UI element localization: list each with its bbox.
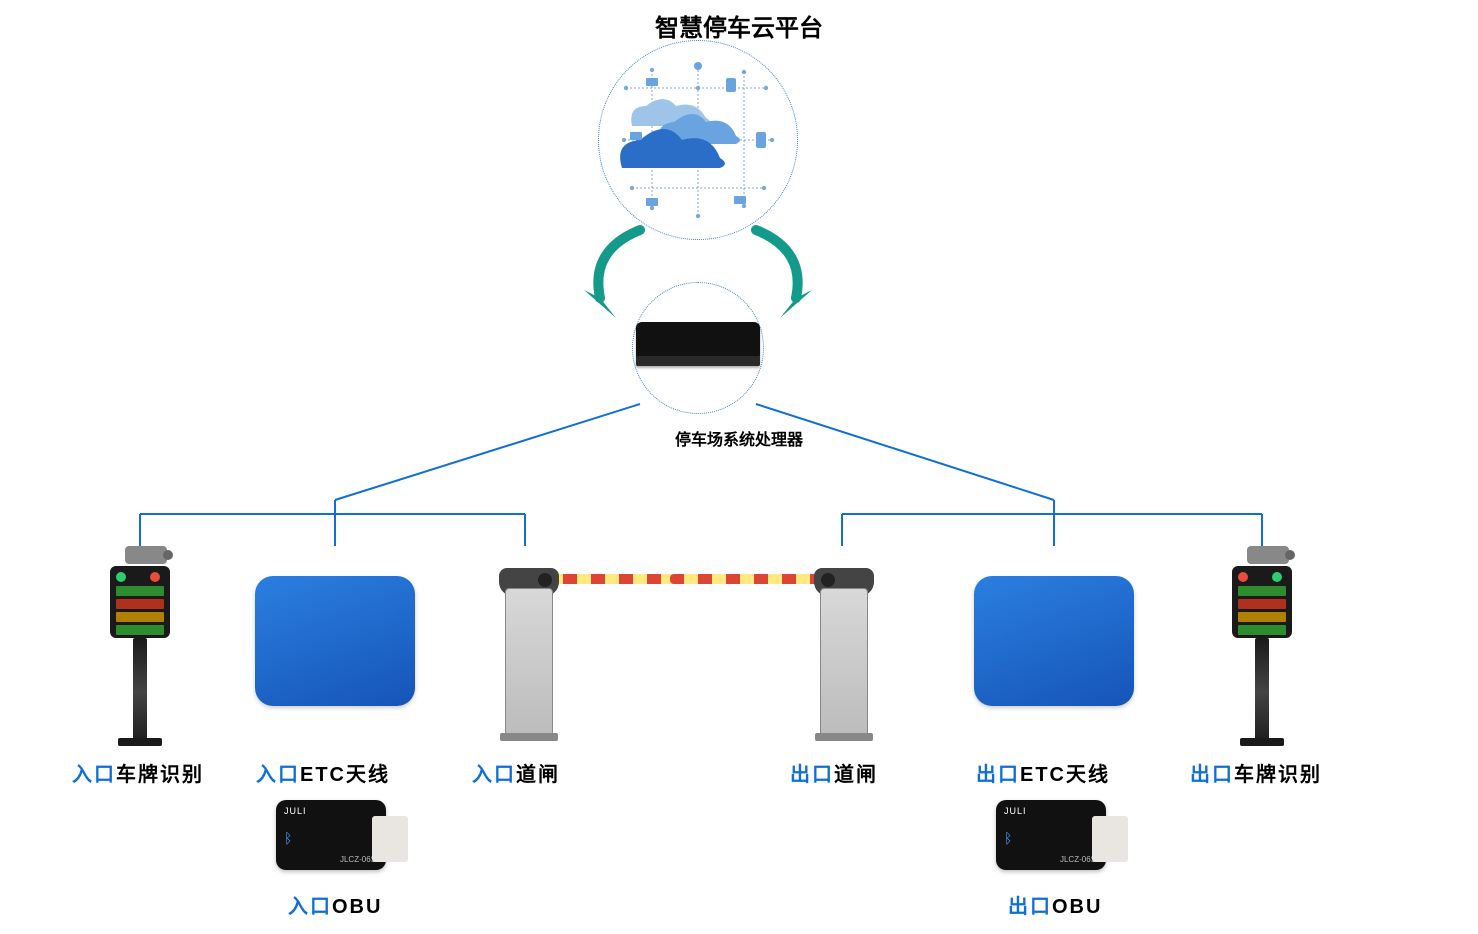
exit-gate-device xyxy=(780,556,900,736)
exit-lpr-label: 出口车牌识别 xyxy=(1190,758,1322,787)
entry-etc-device xyxy=(255,576,415,706)
entry-lpr-device xyxy=(100,546,180,746)
exit-etc-device xyxy=(974,576,1134,706)
exit-gate-label: 出口道闸 xyxy=(790,758,878,787)
entry-obu-device: JULI ᛒ JLCZ-06S xyxy=(276,800,386,870)
entry-obu-label: 入口OBU xyxy=(288,890,382,919)
exit-etc-label: 出口ETC天线 xyxy=(976,758,1110,787)
exit-obu-device: JULI ᛒ JLCZ-06S xyxy=(996,800,1106,870)
bluetooth-icon: ᛒ xyxy=(1004,830,1012,846)
entry-gate-device xyxy=(465,556,585,736)
exit-obu-label: 出口OBU xyxy=(1008,890,1102,919)
exit-lpr-device xyxy=(1222,546,1302,746)
entry-etc-label: 入口ETC天线 xyxy=(256,758,390,787)
connector-lines xyxy=(0,0,1478,600)
entry-lpr-label: 入口车牌识别 xyxy=(72,758,204,787)
entry-gate-label: 入口道闸 xyxy=(472,758,560,787)
bluetooth-icon: ᛒ xyxy=(284,830,292,846)
